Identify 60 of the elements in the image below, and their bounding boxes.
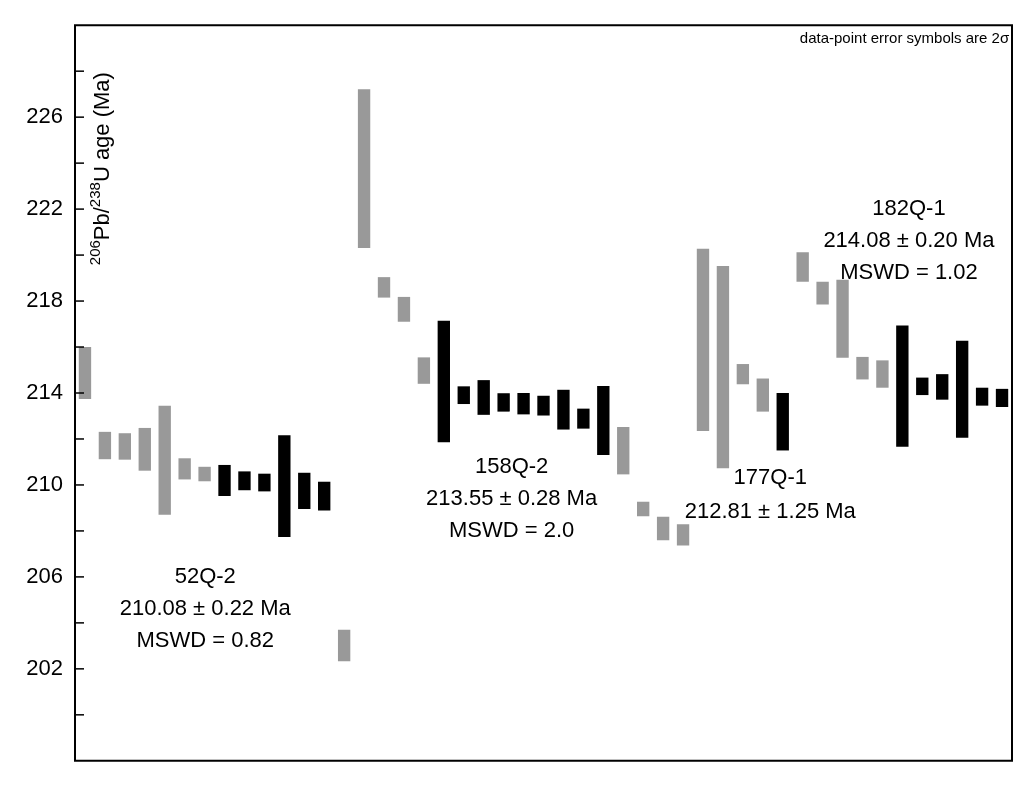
annotation: data-point error symbols are 2σ (799, 28, 1010, 46)
bar (477, 380, 490, 415)
annotation: 182Q-1 214.08 ± 0.20 Ma MSWD = 1.02 (823, 195, 996, 285)
bar (637, 501, 650, 517)
bar (178, 458, 191, 480)
y-tick-label: 202 (26, 654, 63, 680)
bar (218, 464, 231, 496)
bar (377, 277, 391, 298)
bar (497, 393, 510, 412)
y-tick-label: 214 (26, 379, 63, 405)
y-tick-label: 226 (26, 103, 63, 129)
annotation: 52Q-2 210.08 ± 0.22 Ma MSWD = 0.82 (119, 562, 292, 652)
bar (816, 281, 829, 305)
bar (337, 629, 351, 662)
bar (557, 389, 570, 430)
bar (796, 252, 809, 282)
bar (357, 89, 371, 248)
bar (258, 473, 271, 492)
bar (517, 393, 530, 415)
bar (975, 387, 989, 406)
bar (397, 296, 411, 322)
bar (278, 435, 291, 537)
y-tick-label: 218 (26, 287, 63, 313)
bar (736, 364, 750, 385)
bar (776, 393, 789, 451)
bar (597, 386, 610, 456)
annotation: 158Q-2 213.55 ± 0.28 Ma MSWD = 2.0 (426, 452, 598, 542)
bar (298, 472, 311, 510)
bar (138, 427, 151, 471)
bar (856, 356, 869, 380)
bar (198, 466, 211, 482)
bar (437, 320, 450, 443)
bar (676, 524, 690, 546)
bar (756, 378, 769, 412)
bar (537, 395, 550, 416)
bar (716, 265, 730, 469)
bar (936, 374, 949, 400)
bar (836, 279, 849, 358)
bar (457, 386, 470, 405)
bar (318, 481, 331, 511)
annotation: 177Q-1 212.81 ± 1.25 Ma (684, 463, 857, 523)
bar (995, 388, 1009, 408)
bar (118, 433, 132, 460)
y-tick-label: 222 (26, 195, 63, 221)
bar (955, 340, 969, 438)
y-tick-label: 206 (26, 562, 63, 588)
bar (158, 405, 171, 515)
bar (98, 431, 112, 460)
bar (617, 427, 630, 475)
bar (577, 408, 590, 429)
bar (78, 347, 92, 399)
bar (417, 357, 431, 384)
bar (876, 360, 889, 388)
bar (238, 471, 251, 491)
bar (696, 248, 710, 431)
bar (896, 325, 909, 447)
y-axis-title: 206Pb/238U age (Ma) (86, 72, 114, 266)
bar (916, 377, 929, 396)
bar (656, 516, 670, 541)
y-tick-label: 210 (26, 471, 63, 497)
